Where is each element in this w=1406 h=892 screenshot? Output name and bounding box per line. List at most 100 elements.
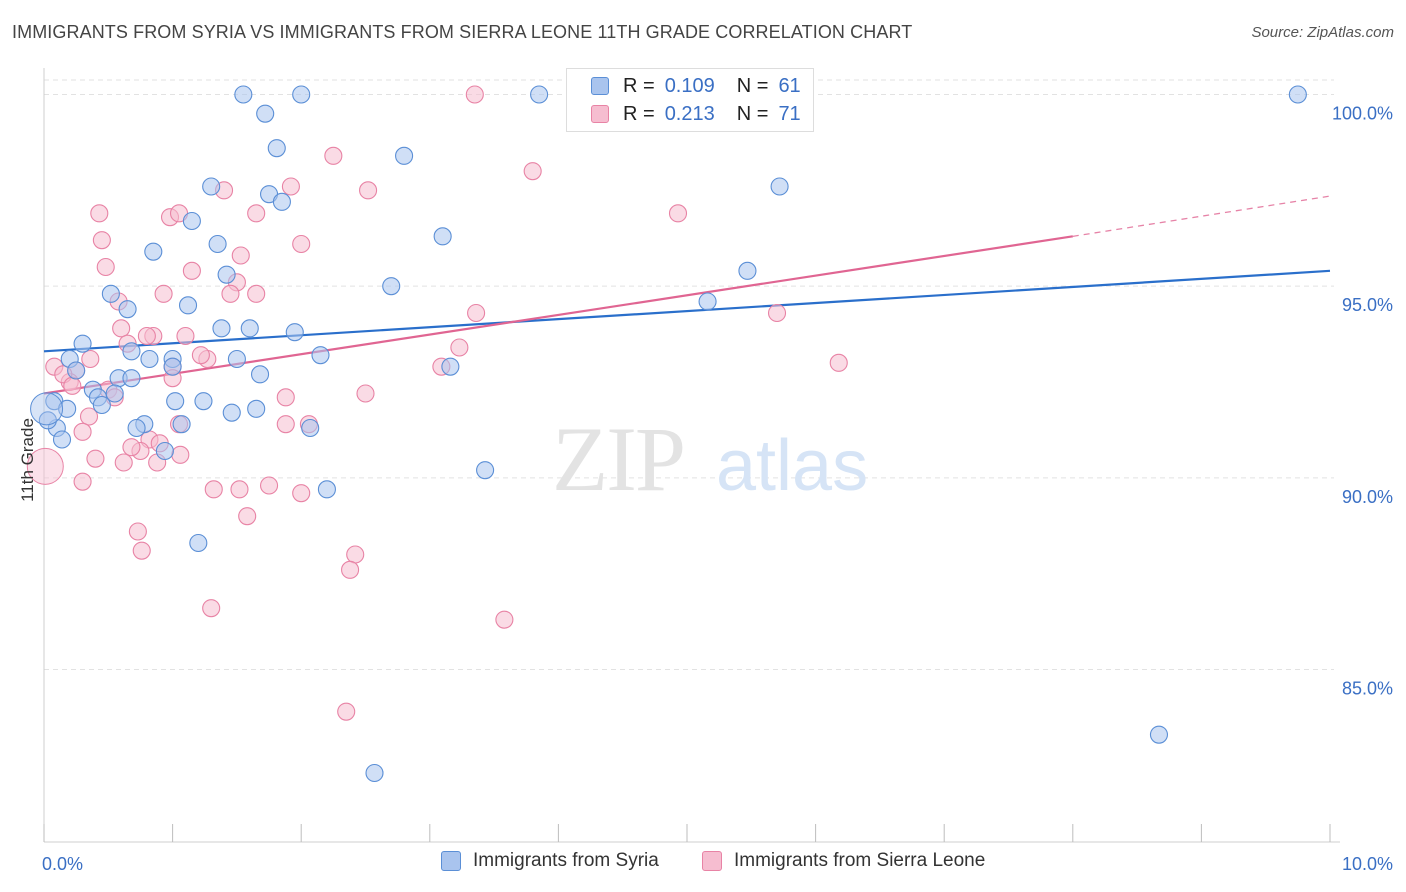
- point-sierra-leone: [324, 146, 343, 165]
- point-syria: [58, 399, 77, 418]
- series-legend-swatch-syria: [441, 851, 461, 871]
- series-legend-label: Immigrants from Sierra Leone: [734, 850, 986, 871]
- point-sierra-leone: [523, 162, 542, 181]
- point-syria: [122, 342, 141, 361]
- point-sierra-leone: [81, 349, 100, 369]
- point-sierra-leone: [467, 303, 486, 323]
- data-points: [26, 85, 1307, 783]
- point-sierra-leone: [247, 204, 266, 223]
- point-sierra-leone: [221, 284, 240, 303]
- y-tick-label: 100.0%: [1332, 104, 1393, 124]
- point-sierra-leone: [176, 326, 195, 346]
- point-sierra-leone: [292, 484, 311, 503]
- point-syria: [441, 357, 460, 376]
- point-sierra-leone: [122, 438, 141, 457]
- point-sierra-leone: [356, 384, 375, 403]
- legend-swatch-sierra-leone: [591, 105, 609, 123]
- legend-r-label: R =: [623, 74, 655, 97]
- axes: [43, 68, 1340, 843]
- y-tick-label: 85.0%: [1342, 679, 1393, 699]
- point-syria: [67, 361, 86, 380]
- point-sierra-leone: [668, 204, 688, 223]
- point-sierra-leone: [276, 415, 295, 434]
- legend-swatch-syria: [591, 77, 609, 95]
- point-syria: [194, 392, 213, 411]
- point-syria: [217, 265, 236, 284]
- point-sierra-leone: [204, 480, 223, 499]
- point-sierra-leone: [90, 204, 109, 223]
- point-sierra-leone: [86, 449, 105, 468]
- x-tick-label: 0.0%: [42, 854, 83, 874]
- point-sierra-leone: [114, 453, 133, 472]
- point-syria-large: [30, 392, 64, 426]
- series-legend-label: Immigrants from Syria: [473, 850, 659, 871]
- point-syria: [222, 403, 241, 422]
- y-axis-label: 11th Grade: [18, 418, 37, 502]
- point-syria: [250, 365, 270, 384]
- point-syria: [1288, 85, 1307, 104]
- point-sierra-leone: [112, 319, 131, 338]
- point-sierra-leone: [202, 599, 221, 618]
- point-sierra-leone: [132, 541, 151, 560]
- point-sierra-leone: [465, 85, 484, 104]
- watermark: ZIP atlas: [552, 408, 868, 510]
- point-syria: [292, 85, 311, 104]
- point-syria: [247, 399, 266, 418]
- point-syria: [433, 227, 452, 246]
- point-sierra-leone-large: [26, 447, 64, 485]
- point-syria: [92, 395, 111, 415]
- point-syria: [234, 85, 253, 104]
- legend-r-value: 0.109: [664, 74, 715, 97]
- point-syria: [311, 346, 330, 365]
- point-syria: [267, 139, 286, 158]
- series-legend-swatch-sierra-leone: [702, 851, 722, 871]
- point-sierra-leone: [79, 407, 99, 426]
- point-syria: [317, 480, 336, 499]
- legend-r-value: 0.213: [664, 102, 715, 125]
- point-sierra-leone: [231, 246, 250, 265]
- legend-n-value: 71: [778, 102, 801, 125]
- point-syria: [382, 277, 401, 296]
- point-sierra-leone: [96, 257, 115, 277]
- point-sierra-leone: [346, 545, 365, 564]
- point-sierra-leone: [128, 522, 147, 541]
- y-tick-label: 90.0%: [1342, 487, 1393, 507]
- point-syria: [178, 296, 198, 315]
- point-sierra-leone: [191, 346, 210, 365]
- point-sierra-leone: [247, 284, 266, 303]
- trendline-sierra-leone: [43, 235, 1073, 395]
- point-syria: [395, 146, 414, 165]
- point-syria: [476, 461, 495, 480]
- point-syria: [122, 369, 141, 388]
- legend-row-sierra-leone: R = 0.213 N = 71: [567, 100, 801, 128]
- point-syria: [530, 85, 549, 104]
- point-sierra-leone: [259, 476, 279, 495]
- point-sierra-leone: [154, 284, 173, 303]
- point-syria: [738, 261, 757, 280]
- gridlines: [44, 79, 1334, 670]
- trend-lines: [43, 195, 1331, 395]
- series-legend: Immigrants from Syria Immigrants from Si…: [0, 850, 1406, 878]
- point-sierra-leone: [182, 261, 201, 280]
- point-syria: [212, 319, 231, 338]
- point-syria: [182, 211, 201, 231]
- point-syria: [1149, 725, 1169, 744]
- point-sierra-leone: [767, 303, 787, 323]
- point-syria: [52, 430, 72, 449]
- point-syria: [227, 349, 246, 369]
- watermark-atlas: atlas: [716, 426, 868, 506]
- point-sierra-leone: [829, 353, 848, 372]
- point-syria: [240, 319, 259, 338]
- point-sierra-leone: [73, 422, 92, 441]
- trendline-syria: [43, 269, 1331, 353]
- point-syria: [172, 415, 191, 434]
- point-syria: [770, 177, 789, 196]
- point-sierra-leone: [292, 234, 311, 254]
- point-syria: [166, 392, 185, 411]
- point-syria: [155, 441, 174, 461]
- legend-row-syria: R = 0.109 N = 61: [567, 72, 801, 100]
- point-syria: [301, 418, 320, 438]
- point-syria: [256, 104, 275, 123]
- point-sierra-leone: [276, 388, 295, 407]
